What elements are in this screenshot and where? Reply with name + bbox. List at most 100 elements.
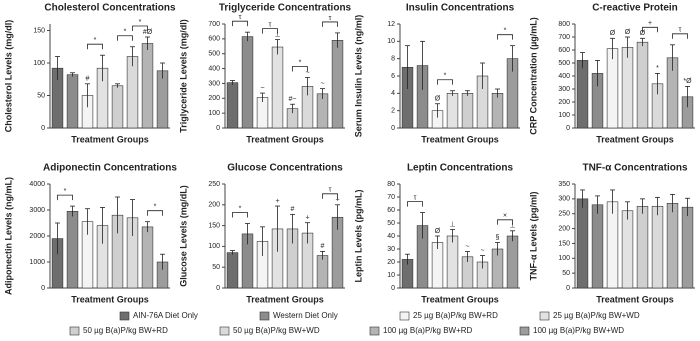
significance-bracket [87,43,103,50]
y-tick-label: 2 [391,108,395,115]
bracket-label: τ [414,194,417,201]
bar [621,210,634,289]
y-tick-label: 0 [391,125,395,132]
x-axis-label: Treatment Groups [246,134,324,144]
bar [316,255,329,289]
bar [241,36,254,129]
y-axis-label: Glucose Levels (mg/dL) [178,185,188,287]
significance-bracket [117,35,133,41]
y-tick-label: 250 [558,211,570,218]
bracket-label: τ [329,15,332,22]
legend-label: 100 µg B(a)P/kg BW+WD [533,326,624,335]
significance-bracket [672,33,688,39]
y-tick-label: 150 [208,222,220,229]
y-tick-label: 500 [208,51,220,58]
y-tick-label: 700 [208,21,220,28]
y-tick-label: 12 [387,21,395,28]
y-tick-label: 800 [558,21,570,28]
significance-bracket [57,194,73,201]
significance-marker: ~ [320,80,324,87]
bar [606,48,619,129]
y-tick-label: 1000 [29,259,45,266]
significance-marker: # [86,76,90,83]
y-tick-label: 0 [566,125,570,132]
y-tick-label: 300 [558,86,570,93]
bar [576,198,589,289]
y-tick-label: 250 [208,181,220,188]
y-tick-label: 0 [41,285,45,292]
bar [681,206,694,289]
legend-label: 50 µg B(a)P/kg BW+WD [233,326,320,335]
bracket-label: * [139,19,142,26]
y-tick-label: 350 [558,181,570,188]
y-tick-label: 60 [387,207,395,214]
legend-label: 25 µg B(a)P/kg BW+RD [413,311,498,320]
x-axis-label: Treatment Groups [596,134,674,144]
bar [591,204,604,289]
legend-swatch [369,326,380,336]
bar [491,93,504,129]
significance-marker: ⊥ [449,221,455,228]
bar [636,205,649,289]
y-tick-label: 100 [208,243,220,250]
legend-swatch [219,326,230,336]
bar [111,85,124,129]
significance-bracket [322,21,338,27]
bracket-label: × [503,213,507,220]
significance-marker: ⊥ [274,31,280,38]
chart-title: Glucose Concentrations [227,163,343,174]
bracket-label: * [504,28,507,35]
significance-bracket [262,28,278,34]
significance-bracket [497,34,513,40]
chart-title: C-reactive Protein [592,3,678,14]
bar [256,97,269,129]
y-tick-label: 0 [566,285,570,292]
y-tick-label: 500 [558,60,570,67]
significance-marker: Ø [435,96,441,103]
x-axis-label: Treatment Groups [71,134,149,144]
significance-marker: + [275,198,279,205]
significance-marker: #~ [289,96,297,103]
bracket-label: * [239,205,242,212]
bracket-label: + [648,20,652,27]
y-tick-label: 600 [208,36,220,43]
significance-marker: # [321,243,325,250]
chart-title: TNF-α Concentrations [582,163,687,174]
significance-bracket [232,20,248,27]
significance-marker: ~ [260,85,264,92]
y-tick-label: 30 [387,246,395,253]
bar [506,235,519,289]
y-tick-label: 0 [391,285,395,292]
y-tick-label: 10 [387,38,395,45]
significance-marker: ~ [465,243,469,250]
legend-label: 50 µg B(a)P/kg BW+RD [83,326,168,335]
y-axis-label: Serum Insulin Levels (ng/ml) [353,15,363,138]
significance-marker: ~ [305,69,309,76]
bar [141,43,154,129]
bar [141,226,154,289]
significance-bracket [232,212,248,218]
bracket-label: τ [329,187,332,194]
significance-bracket [497,219,513,225]
legend-swatch [539,311,550,321]
bar [271,46,284,129]
y-tick-label: 100 [558,112,570,119]
bracket-label: τ [269,21,272,28]
y-tick-label: 3000 [29,207,45,214]
bar [446,93,459,129]
y-tick-label: 2000 [29,233,45,240]
y-tick-label: 100 [558,255,570,262]
y-tick-label: 0 [216,125,220,132]
y-axis-label: CRP Concentration (µg/mL) [528,17,538,135]
significance-marker: § [496,234,500,241]
legend-swatch [119,311,130,321]
y-axis-label: Cholesterol Levels (mg/dl) [3,20,13,133]
significance-bracket [322,193,338,199]
significance-bracket [132,25,148,31]
significance-marker: Ø [435,228,441,235]
chart-title: Adiponectin Concentrations [43,163,177,174]
significance-bracket [437,79,453,85]
significance-marker: *Ø [683,78,692,85]
legend-label: 25 µg B(a)P/kg BW+WD [553,311,640,320]
